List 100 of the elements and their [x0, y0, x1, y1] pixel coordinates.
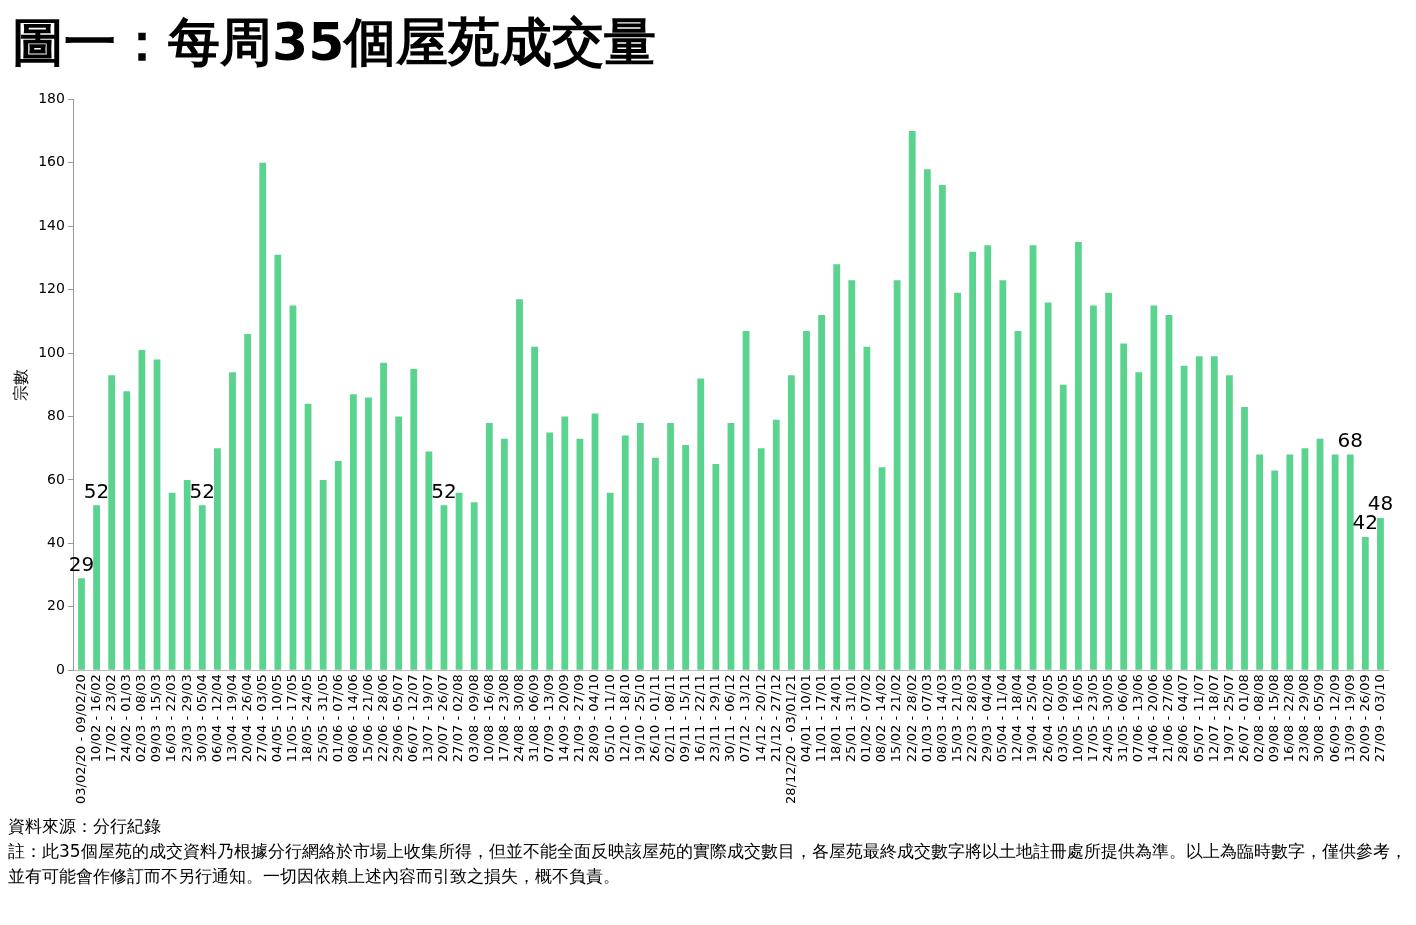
x-tick-label: 21/09 - 27/09 [571, 674, 587, 763]
bar [1241, 407, 1248, 670]
bar [229, 372, 236, 670]
x-tick-label: 23/11 - 29/11 [707, 674, 723, 763]
bar [214, 448, 221, 670]
source-note: 資料來源：分行紀錄 [8, 815, 162, 838]
bar [1150, 305, 1158, 670]
bar [349, 394, 357, 670]
bar [682, 445, 690, 670]
y-tick-label: 160 [38, 153, 65, 170]
x-tick-label: 19/10 - 25/10 [631, 674, 647, 763]
x-tick-label: 16/03 - 22/03 [163, 674, 179, 763]
x-tick-label: 12/04 - 18/04 [1009, 674, 1025, 763]
x-tick-label: 25/01 - 31/01 [843, 674, 859, 763]
bar [531, 346, 538, 670]
x-tick-label: 12/10 - 18/10 [616, 674, 632, 763]
bar [1271, 470, 1279, 670]
y-tick-label: 120 [38, 280, 65, 297]
x-tick-label: 30/08 - 05/09 [1311, 674, 1327, 763]
x-tick-label: 19/04 - 25/04 [1024, 674, 1040, 763]
bar [1195, 356, 1203, 670]
bar [939, 185, 946, 670]
x-tick-label: 10/08 - 16/08 [480, 674, 496, 763]
bar [1331, 454, 1339, 670]
bar [183, 479, 191, 670]
y-tick-label: 180 [38, 90, 65, 107]
x-tick-label: 04/05 - 10/05 [269, 674, 285, 763]
x-tick-label: 26/10 - 01/11 [646, 674, 662, 763]
x-tick-label: 01/03 - 07/03 [918, 674, 934, 763]
x-tick-label: 30/11 - 06/12 [722, 674, 738, 763]
x-tick-label: 07/09 - 13/09 [541, 674, 557, 763]
bar [621, 435, 629, 670]
bar [1346, 454, 1354, 670]
bar [984, 245, 992, 670]
x-tick-label: 11/05 - 17/05 [284, 674, 300, 763]
bar [319, 479, 327, 670]
bar [1135, 372, 1143, 670]
x-tick-label: 26/07 - 01/08 [1235, 674, 1251, 763]
x-tick-label: 03/05 - 09/05 [1054, 674, 1070, 763]
x-tick-label: 09/08 - 15/08 [1266, 674, 1282, 763]
bar [198, 505, 206, 670]
x-tick-label: 05/07 - 11/07 [1190, 674, 1206, 763]
bar [1105, 292, 1112, 670]
x-tick-label: 05/10 - 11/10 [601, 674, 617, 763]
bar [259, 162, 267, 670]
bar [848, 280, 856, 670]
x-tick-label: 15/06 - 21/06 [359, 674, 375, 763]
x-tick-label: 03/02/20 - 09/02/20 [72, 674, 88, 805]
bar [1361, 537, 1369, 670]
x-tick-label: 24/02 - 01/03 [118, 674, 134, 763]
bar [546, 432, 554, 670]
x-tick-label: 27/07 - 02/08 [450, 674, 466, 763]
x-tick-label: 28/12/20 - 03/01/21 [782, 674, 798, 805]
x-tick-label: 20/09 - 26/09 [1356, 674, 1372, 763]
bar [833, 264, 841, 670]
data-label: 52 [189, 478, 216, 503]
x-tick-label: 13/04 - 19/04 [223, 674, 239, 763]
bar [1059, 384, 1067, 670]
x-tick-label: 02/11 - 08/11 [661, 674, 677, 763]
bar [1210, 356, 1218, 670]
bar [1256, 454, 1264, 670]
x-tick-label: 28/09 - 04/10 [586, 674, 602, 763]
x-tick-label: 20/04 - 26/04 [239, 674, 254, 763]
x-tick-label: 29/06 - 05/07 [390, 674, 406, 763]
bar [395, 416, 403, 670]
x-tick-label: 21/06 - 27/06 [1160, 674, 1176, 763]
bar [274, 254, 282, 670]
x-tick-label: 06/09 - 12/09 [1326, 674, 1342, 763]
bar [78, 578, 85, 670]
y-tick-label: 60 [47, 470, 65, 487]
y-tick-label: 80 [47, 407, 65, 424]
x-tick-label: 31/05 - 06/06 [1115, 674, 1131, 763]
x-tick-label: 24/08 - 30/08 [510, 674, 526, 763]
bar [923, 169, 931, 670]
x-tick-label: 18/01 - 24/01 [828, 674, 844, 763]
x-tick-label: 11/01 - 17/01 [812, 674, 828, 763]
x-tick-label: 26/04 - 02/05 [1039, 674, 1055, 763]
x-tick-label: 13/09 - 19/09 [1341, 674, 1357, 763]
bar [652, 457, 659, 670]
bar [244, 334, 252, 670]
x-tick-label: 09/11 - 15/11 [677, 674, 693, 763]
x-tick-label: 27/04 - 03/05 [254, 674, 270, 763]
data-label: 29 [68, 551, 95, 576]
data-label: 52 [431, 478, 457, 503]
x-tick-label: 29/03 - 04/04 [979, 674, 995, 763]
x-tick-label: 17/05 - 23/05 [1084, 674, 1100, 763]
x-tick-label: 15/02 - 21/02 [888, 674, 904, 763]
x-tick-label: 06/07 - 12/07 [405, 674, 421, 763]
y-tick-label: 20 [47, 597, 65, 614]
bar [697, 378, 705, 670]
x-tick-label: 03/08 - 09/08 [465, 674, 481, 763]
bar [712, 464, 720, 670]
x-tick-label: 21/12 - 27/12 [767, 674, 783, 763]
bar [410, 368, 418, 670]
bar [365, 397, 372, 670]
x-tick-label: 02/03 - 08/03 [133, 674, 149, 763]
x-tick-label: 18/05 - 24/05 [299, 674, 315, 763]
bar [818, 315, 825, 670]
bar [772, 419, 780, 670]
x-tick-label: 23/08 - 29/08 [1296, 674, 1312, 763]
